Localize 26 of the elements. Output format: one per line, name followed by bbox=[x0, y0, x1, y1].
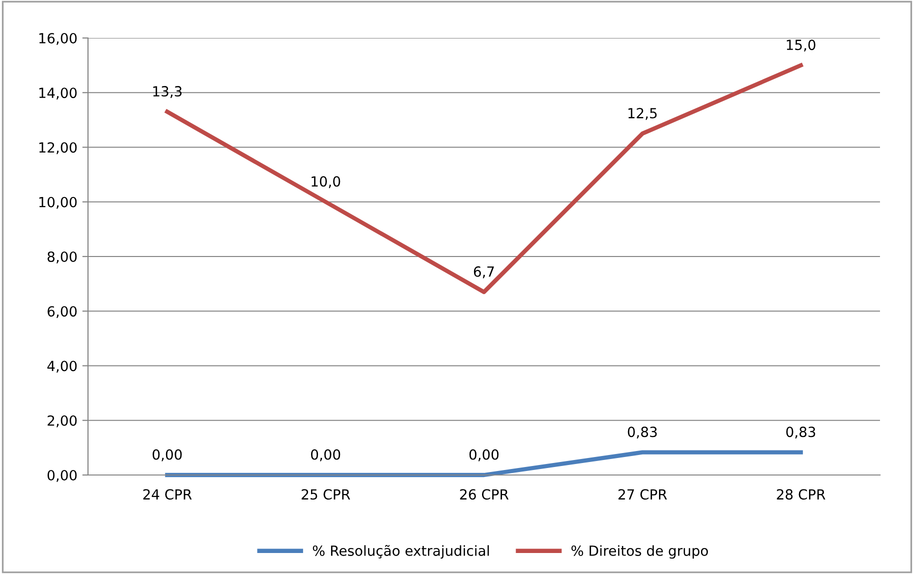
data-label: 0,83 bbox=[786, 426, 816, 439]
data-label: 12,5 bbox=[628, 108, 657, 120]
y-tick-label: 2,00 bbox=[48, 415, 77, 428]
x-tick-label: 27 CPR bbox=[618, 489, 667, 500]
data-label: 13,3 bbox=[153, 86, 182, 98]
x-tick-label: 28 CPR bbox=[776, 489, 826, 500]
data-label: 0,00 bbox=[152, 449, 182, 462]
y-tick-label: 6,00 bbox=[48, 306, 77, 318]
data-label: 15,0 bbox=[786, 40, 816, 52]
x-tick-label: 25 CPR bbox=[302, 489, 350, 500]
legend-label: % Resolução extrajudicial bbox=[312, 544, 489, 559]
data-label: 10,0 bbox=[312, 176, 340, 188]
y-tick-label: 0,00 bbox=[48, 470, 77, 482]
data-label: 0,00 bbox=[469, 449, 499, 462]
data-label: 0,83 bbox=[628, 426, 657, 439]
y-tick-label: 12,00 bbox=[39, 142, 77, 154]
y-tick-label: 8,00 bbox=[48, 251, 77, 264]
y-tick-label: 4,00 bbox=[47, 360, 77, 373]
x-tick-label: 26 CPR bbox=[460, 489, 509, 500]
y-tick-label: 16,00 bbox=[39, 32, 77, 45]
y-tick-label: 10,00 bbox=[39, 196, 77, 209]
data-label: 6,7 bbox=[474, 266, 494, 278]
y-tick-label: 14,00 bbox=[39, 88, 77, 100]
legend-label: % Direitos de grupo bbox=[571, 545, 708, 559]
x-tick-label: 24 CPR bbox=[143, 489, 192, 500]
data-label: 0,00 bbox=[311, 449, 340, 462]
